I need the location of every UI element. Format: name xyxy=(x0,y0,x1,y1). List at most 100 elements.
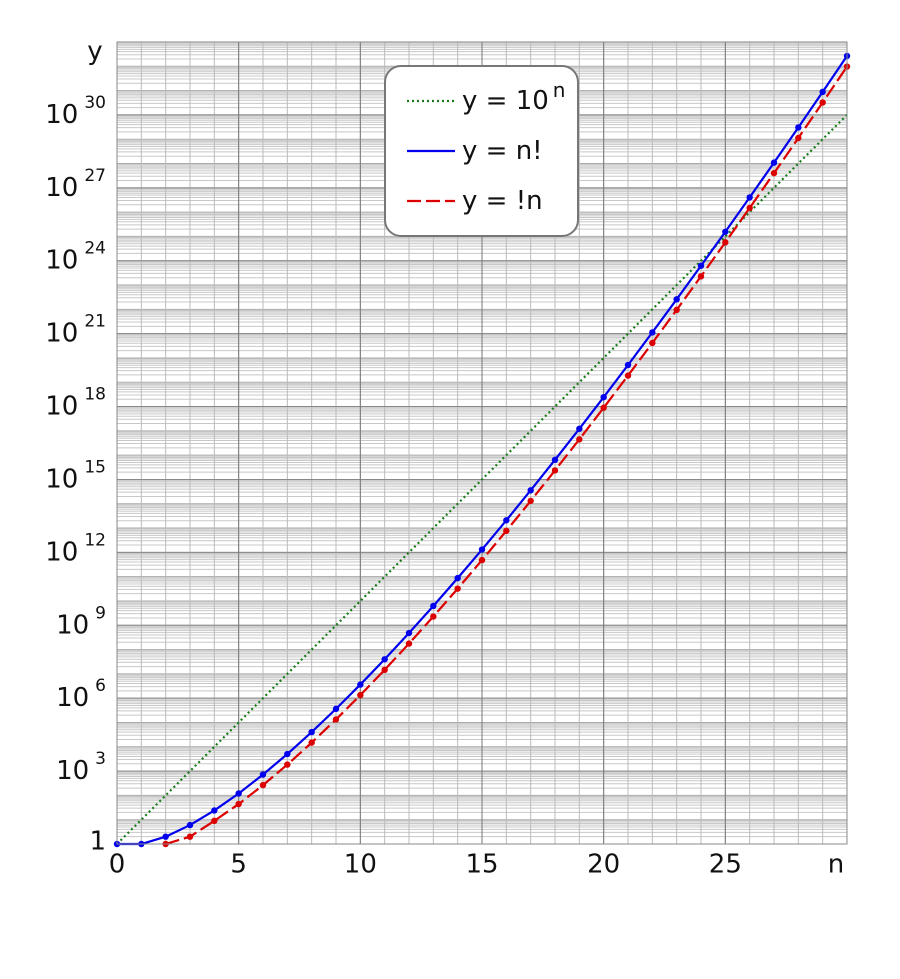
data-point xyxy=(600,393,607,401)
y-tick-exponent: 9 xyxy=(95,603,106,623)
y-tick-label: 10 15 xyxy=(45,457,106,494)
y-tick-base: 10 xyxy=(45,464,78,494)
y-tick-base: 10 xyxy=(45,318,78,348)
data-point xyxy=(332,716,340,723)
x-tick-label: 5 xyxy=(230,850,247,880)
data-point xyxy=(235,800,242,808)
y-tick-exponent: 15 xyxy=(84,457,106,477)
data-point xyxy=(211,807,218,814)
data-point xyxy=(551,467,559,474)
data-point xyxy=(624,361,632,369)
grid xyxy=(116,41,848,845)
y-tick-exponent: 30 xyxy=(84,93,106,113)
y-tick-label: 10 21 xyxy=(45,312,106,349)
data-point xyxy=(454,574,461,582)
y-tick-base: 10 xyxy=(45,172,78,202)
data-point xyxy=(430,602,437,610)
data-point xyxy=(332,705,340,713)
plot xyxy=(113,52,851,848)
legend-box xyxy=(384,65,579,237)
y-tick-base: 10 xyxy=(45,537,78,567)
data-point xyxy=(503,517,510,524)
data-point xyxy=(405,629,413,637)
data-point xyxy=(576,425,583,432)
data-point xyxy=(649,339,656,347)
data-point xyxy=(186,821,194,829)
x-tick-label: 25 xyxy=(709,850,742,880)
y-tick-base: 10 xyxy=(45,99,78,129)
data-point xyxy=(576,436,583,443)
data-point xyxy=(284,750,291,758)
x-axis-label: n xyxy=(828,850,844,880)
y-tick-label: 10 30 xyxy=(45,93,106,130)
legend-name: y = n! xyxy=(462,136,543,166)
data-point xyxy=(649,329,656,336)
data-point xyxy=(357,681,364,688)
data-point xyxy=(770,169,778,177)
data-point xyxy=(478,546,486,553)
data-point xyxy=(673,296,680,303)
legend-exponent: n xyxy=(553,78,566,102)
y-tick-label: 10 24 xyxy=(45,239,106,276)
data-point xyxy=(186,833,194,840)
data-point xyxy=(308,728,315,736)
y-tick-exponent: 24 xyxy=(84,239,106,259)
data-point xyxy=(770,159,778,166)
y-tick-exponent: 27 xyxy=(84,166,106,186)
y-tick-exponent: 3 xyxy=(95,749,106,769)
y-tick-base: 10 xyxy=(56,756,89,786)
legend-name: y = !n xyxy=(462,186,543,216)
data-point xyxy=(722,228,729,235)
y-tick-base: 10 xyxy=(56,683,89,713)
data-point xyxy=(624,372,632,379)
y-tick-label: 10 12 xyxy=(45,530,106,567)
data-point xyxy=(527,497,534,505)
y-tick-label: 10 6 xyxy=(56,676,106,713)
y-axis-label: y xyxy=(87,37,102,67)
y-tick-label: 10 27 xyxy=(45,166,106,203)
legend-label: y = !n xyxy=(462,186,543,216)
y-tick-base: 10 xyxy=(45,391,78,421)
data-point xyxy=(308,739,315,746)
legend-label: y = 10 n xyxy=(462,78,565,116)
data-point xyxy=(381,656,388,663)
data-point xyxy=(381,666,388,674)
y-tick-base: 10 xyxy=(45,245,78,275)
legend-name: y = 10 xyxy=(462,86,549,116)
y-tick-base: 10 xyxy=(56,610,89,640)
data-point xyxy=(746,194,753,201)
data-point xyxy=(430,613,437,620)
data-point xyxy=(259,781,267,789)
data-point xyxy=(235,790,242,797)
data-point xyxy=(405,640,413,647)
y-tick-label: 10 9 xyxy=(56,603,106,640)
data-point xyxy=(795,134,802,142)
data-point xyxy=(697,262,705,269)
data-point xyxy=(673,306,680,314)
data-point xyxy=(527,487,534,494)
y-tick-label: 10 3 xyxy=(56,749,106,786)
legend-label: y = n! xyxy=(462,136,543,166)
y-tick-exponent: 6 xyxy=(95,676,106,696)
x-tick-label: 0 xyxy=(109,850,126,880)
x-tick-label: 20 xyxy=(587,850,620,880)
y-tick-label: 10 18 xyxy=(45,385,106,422)
y-tick-exponent: 18 xyxy=(84,385,106,405)
y-tick-exponent: 12 xyxy=(84,530,106,550)
y-tick-label: 1 xyxy=(89,827,106,857)
x-tick-label: 10 xyxy=(344,850,377,880)
y-tick-exponent: 21 xyxy=(84,312,106,332)
data-point xyxy=(478,556,486,564)
data-point xyxy=(746,204,753,212)
plot-frame xyxy=(116,41,848,845)
data-point xyxy=(819,88,826,96)
data-point xyxy=(211,817,218,825)
series-line xyxy=(116,114,848,845)
legend: y = 10 n y = n! y = !n xyxy=(384,65,579,237)
data-point xyxy=(503,527,510,535)
data-point xyxy=(259,771,267,778)
x-tick-label: 15 xyxy=(465,850,498,880)
data-point xyxy=(600,404,607,411)
data-point xyxy=(722,239,729,246)
